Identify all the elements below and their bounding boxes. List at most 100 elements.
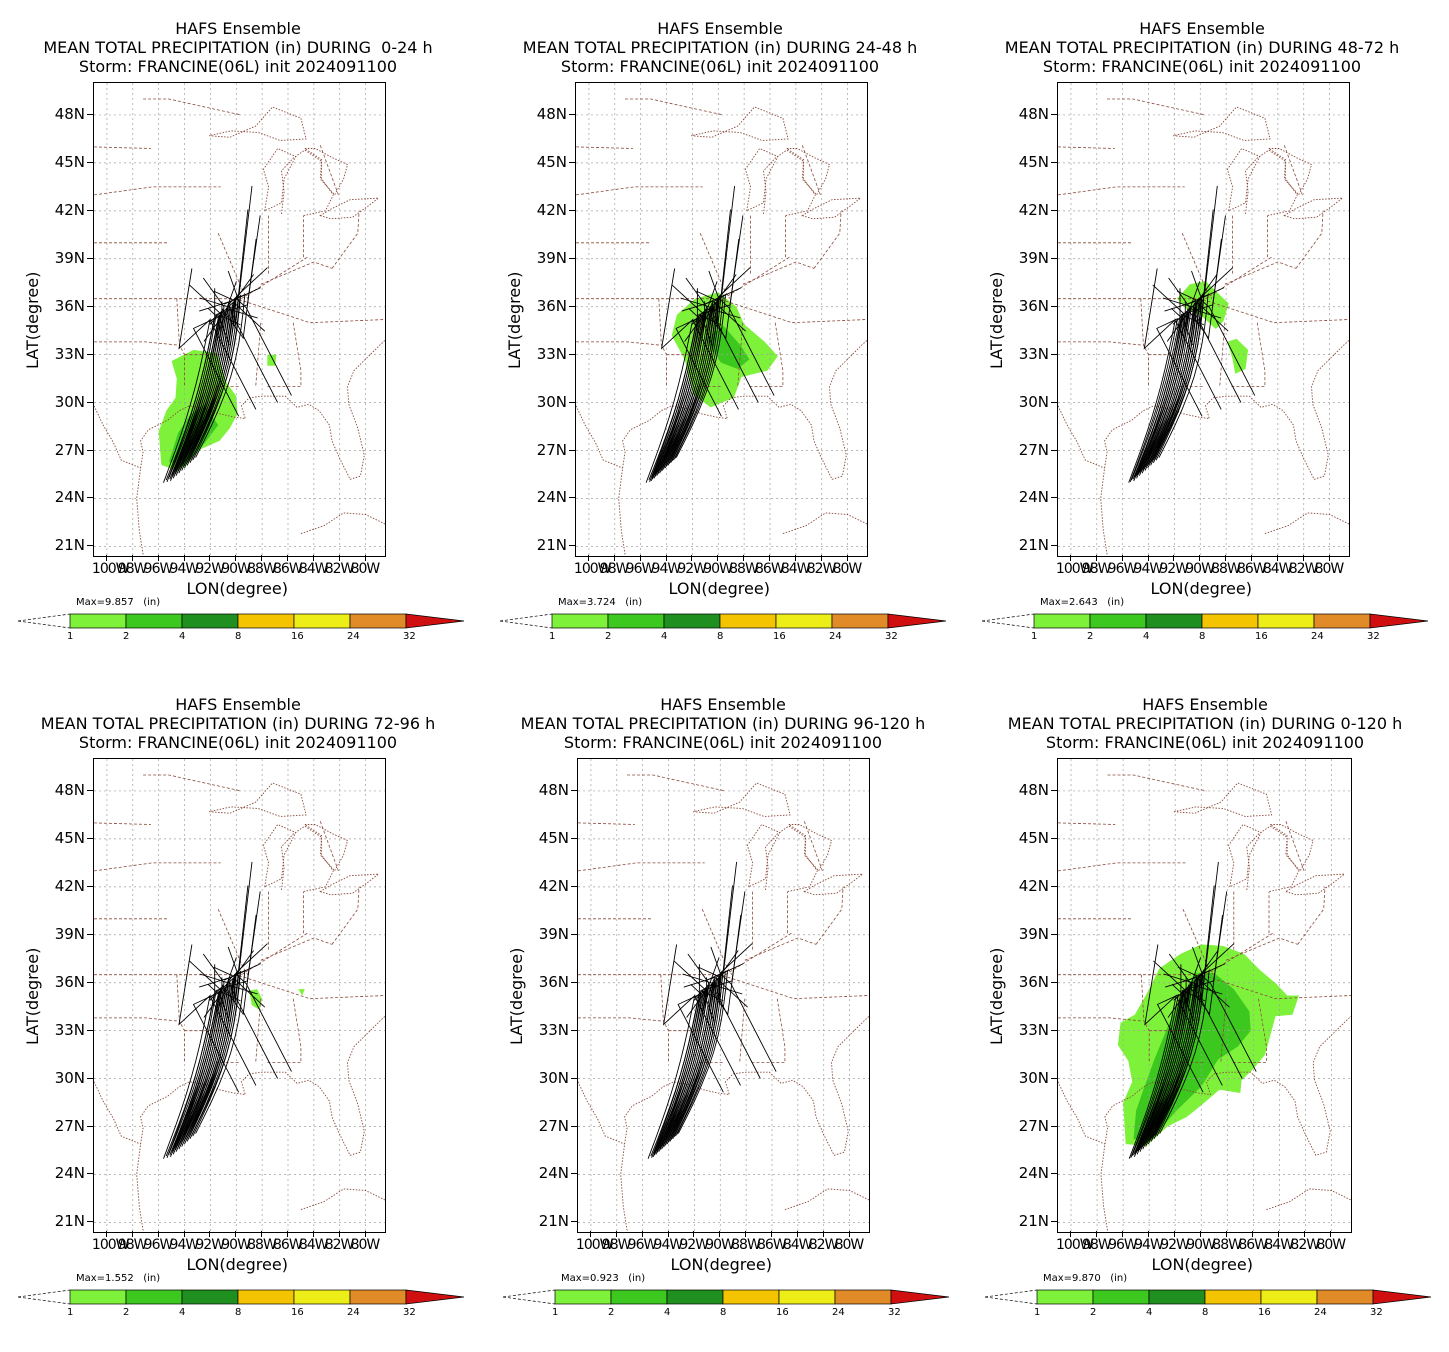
colorbar-over-arrow <box>1369 613 1429 629</box>
y-axis-label: LAT(degree) <box>987 271 1006 369</box>
lat-tick-mark <box>1051 1173 1057 1175</box>
lon-tick-mark <box>287 555 288 561</box>
storm-track <box>1138 301 1186 475</box>
lat-tick-label: 27N <box>1018 1116 1049 1135</box>
lon-tick-label: 92W <box>679 1237 709 1253</box>
state-border <box>742 261 815 285</box>
lat-tick-mark <box>87 1029 93 1031</box>
lon-tick-mark <box>641 1231 643 1237</box>
storm-track <box>179 185 253 468</box>
state-border <box>576 341 661 346</box>
lon-tick-label: 90W <box>705 1237 735 1253</box>
colorbar-tick-label: 32 <box>403 1307 416 1318</box>
lat-tick-label: 33N <box>538 1020 569 1039</box>
colorbar-segment <box>1316 1289 1374 1305</box>
lon-tick-mark <box>822 1231 824 1237</box>
state-border <box>1297 886 1326 945</box>
lat-tick-label: 21N <box>1018 536 1049 555</box>
colorbar-segment <box>1313 613 1371 629</box>
coastline <box>620 1015 869 1231</box>
map-canvas <box>1058 759 1351 1232</box>
lon-tick-mark <box>639 555 641 561</box>
colorbar-segment <box>293 613 351 629</box>
state-border <box>1058 1017 1143 1022</box>
panel-title-line-3: Storm: FRANCINE(06L) init 2024091100 <box>78 733 398 752</box>
state-border <box>1181 233 1213 299</box>
lake-outline <box>744 147 779 212</box>
lon-tick-mark <box>183 1231 185 1237</box>
storm-track <box>662 185 736 468</box>
lat-tick-label: 39N <box>54 248 85 267</box>
lat-tick-label: 42N <box>538 876 569 895</box>
lon-tick-mark <box>1226 1231 1228 1237</box>
state-border <box>1232 998 1267 1064</box>
lat-tick-label: 21N <box>536 536 567 555</box>
lat-tick-mark <box>87 257 93 259</box>
coastline <box>1100 339 1349 555</box>
state-border <box>1107 774 1207 792</box>
lon-tick-mark <box>338 555 340 561</box>
max-value-label: Max=0.923 (in) <box>561 1273 646 1284</box>
lon-tick-mark <box>587 555 589 561</box>
lat-tick-mark <box>87 885 93 887</box>
panel-title-line-2: MEAN TOTAL PRECIPITATION (in) DURING 48-… <box>1004 38 1400 57</box>
lon-tick-label: 92W <box>677 561 707 577</box>
lat-tick-label: 48N <box>1018 104 1049 123</box>
lon-tick-mark <box>1199 555 1201 561</box>
map-frame <box>575 82 868 557</box>
state-border <box>1295 210 1324 269</box>
storm-track <box>171 986 257 1152</box>
state-border <box>1283 145 1303 196</box>
panel-title-line-1: HAFS Ensemble <box>660 695 786 714</box>
panel-title-line-1: HAFS Ensemble <box>175 695 301 714</box>
storm-track <box>1145 185 1218 468</box>
coastline <box>136 339 385 555</box>
lon-tick-label: 80W <box>1314 561 1345 577</box>
storm-track <box>675 293 727 458</box>
lat-tick-mark <box>87 1173 93 1175</box>
lon-tick-mark <box>589 1231 591 1237</box>
lon-tick-label: 100W <box>1056 1237 1094 1253</box>
lake-outline <box>1284 873 1346 896</box>
lat-tick-mark <box>571 885 577 887</box>
lon-tick-mark <box>717 555 719 561</box>
colorbar-tick-label: 1 <box>549 631 556 642</box>
lon-tick-label: 96W <box>143 1237 174 1253</box>
lat-tick-mark <box>1051 1221 1057 1223</box>
lat-tick-label: 45N <box>536 152 567 171</box>
colorbar-under-arrow <box>17 613 71 622</box>
lon-tick-mark <box>691 555 693 561</box>
lon-tick-label: 90W <box>1186 1237 1216 1253</box>
lat-tick-mark <box>87 837 93 839</box>
lat-tick-label: 48N <box>538 780 569 799</box>
cuba-outline <box>300 512 385 535</box>
storm-track <box>1131 288 1181 481</box>
storm-track <box>647 944 696 1159</box>
lon-tick-label: 90W <box>221 1237 251 1253</box>
storm-track <box>1158 293 1209 458</box>
lon-tick-mark <box>364 555 366 561</box>
colorbar <box>17 1289 468 1305</box>
lake-outline <box>693 782 791 817</box>
state-border <box>1224 261 1297 285</box>
lon-tick-mark <box>261 555 263 561</box>
lon-tick-label: 86W <box>273 561 303 577</box>
lon-tick-mark <box>131 555 133 561</box>
state-border <box>744 937 817 961</box>
colorbar <box>499 613 950 629</box>
lon-tick-mark <box>794 555 796 561</box>
state-border <box>1219 322 1226 387</box>
lon-tick-label: 98W <box>117 1237 148 1253</box>
lake-outline <box>691 106 789 141</box>
lat-tick-label: 24N <box>54 488 85 507</box>
colorbar-tick-label: 24 <box>1314 1307 1327 1318</box>
lon-tick-label: 88W <box>729 561 759 577</box>
storm-track <box>674 294 724 459</box>
storm-track <box>179 861 253 1144</box>
lat-tick-mark <box>1051 1125 1057 1127</box>
lat-tick-mark <box>569 401 575 403</box>
lat-tick-mark <box>571 1221 577 1223</box>
storm-track <box>174 914 257 1149</box>
lake-outline <box>1228 823 1262 888</box>
storm-track <box>1145 861 1219 1144</box>
